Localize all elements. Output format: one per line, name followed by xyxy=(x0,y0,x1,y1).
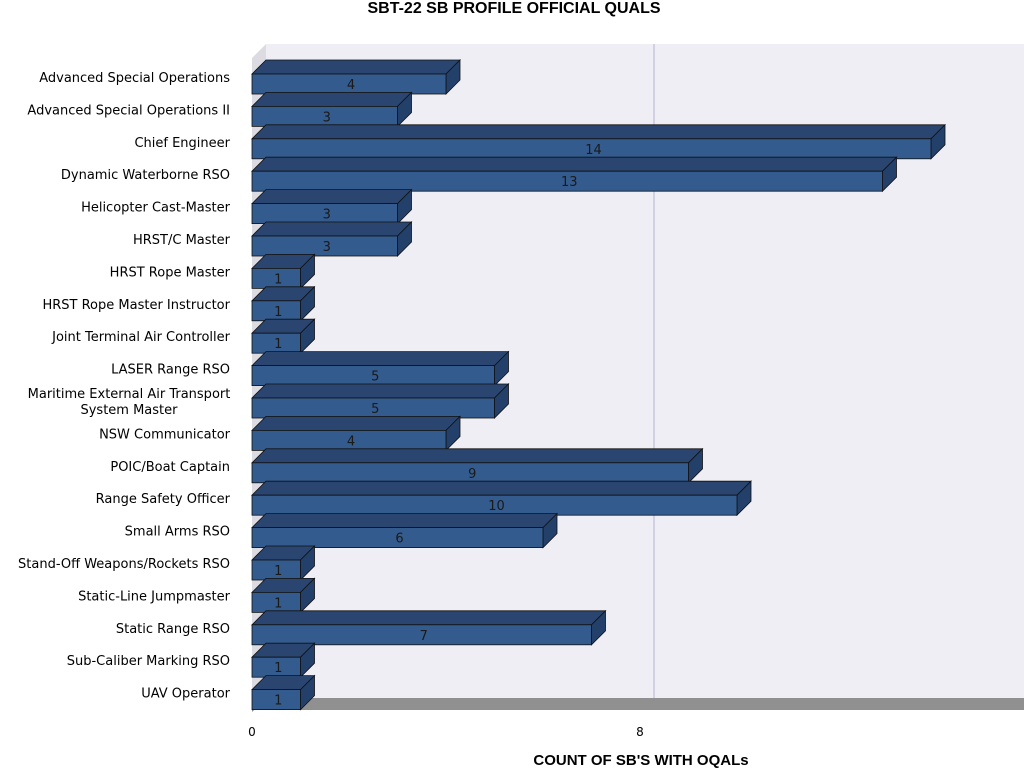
bar: 5 xyxy=(251,383,510,419)
bar: 3 xyxy=(251,188,413,225)
category-label: Maritime External Air Transport System Ma… xyxy=(28,387,231,418)
bar: 1 xyxy=(251,545,316,581)
category-label: POIC/Boat Captain xyxy=(110,460,230,475)
bar-value-label: 1 xyxy=(274,596,282,611)
bar: 14 xyxy=(251,123,946,160)
category-label: Small Arms RSO xyxy=(125,525,230,540)
bar: 10 xyxy=(251,480,752,517)
category-label: Range Safety Officer xyxy=(96,492,231,507)
bar-value-label: 6 xyxy=(395,532,403,547)
category-label: Static Range RSO xyxy=(116,622,230,637)
bar-value-label: 5 xyxy=(371,402,379,417)
bar: 5 xyxy=(251,350,510,387)
category-label: Helicopter Cast-Master xyxy=(81,201,231,216)
x-tick-label: 8 xyxy=(636,725,644,739)
bar-value-label: 1 xyxy=(274,337,282,352)
category-labels: Advanced Special Operations Advanced Spec… xyxy=(18,71,231,702)
category-label: HRST Rope Master xyxy=(110,265,231,280)
category-label: Advanced Special Operations II xyxy=(27,103,230,118)
category-label: Static-Line Jumpmaster xyxy=(78,589,231,604)
bar: 7 xyxy=(251,609,607,646)
bar: 9 xyxy=(251,447,704,484)
bar: 4 xyxy=(251,415,461,452)
category-label: Joint Terminal Air Controller xyxy=(51,330,231,345)
bar: 13 xyxy=(251,156,898,193)
bar-value-label: 1 xyxy=(274,305,282,320)
bar-value-label: 3 xyxy=(323,110,331,125)
bar-value-label: 10 xyxy=(488,499,505,514)
bar-value-label: 1 xyxy=(274,272,282,287)
category-label: Stand-Off Weapons/Rockets RSO xyxy=(18,557,230,572)
bar-value-label: 4 xyxy=(347,78,355,93)
x-axis-title: COUNT OF SB'S WITH OQALs xyxy=(533,752,748,768)
bar: 3 xyxy=(251,221,413,257)
chart-title: SBT-22 SB PROFILE OFFICIAL QUALS xyxy=(367,0,661,17)
bar: 1 xyxy=(251,318,316,355)
x-tick-label: 0 xyxy=(248,725,256,739)
bar-value-label: 14 xyxy=(585,143,602,158)
bar: 1 xyxy=(251,642,316,679)
bar-value-label: 9 xyxy=(468,467,476,482)
bar-series: 4 3 14 13 3 3 1 1 1 5 5 4 9 10 6 1 1 7 1 1 xyxy=(251,59,946,711)
bar: 1 xyxy=(251,674,316,711)
bar: 1 xyxy=(251,285,316,322)
bar-value-label: 3 xyxy=(323,208,331,223)
category-label: UAV Operator xyxy=(141,687,230,702)
bar-value-label: 4 xyxy=(347,434,355,449)
category-label: HRST Rope Master Instructor xyxy=(42,298,230,313)
category-label: Advanced Special Operations xyxy=(39,71,230,86)
category-label: LASER Range RSO xyxy=(111,363,230,378)
bar: 1 xyxy=(251,577,316,614)
category-label: HRST/C Master xyxy=(133,233,231,248)
category-label: NSW Communicator xyxy=(99,427,231,442)
bar-value-label: 13 xyxy=(561,175,578,190)
bar: 4 xyxy=(251,59,461,95)
category-label: Chief Engineer xyxy=(134,136,230,151)
bar-value-label: 5 xyxy=(371,370,379,385)
category-label: Dynamic Waterborne RSO xyxy=(61,168,230,183)
category-label: Sub-Caliber Marking RSO xyxy=(67,654,230,669)
bar-value-label: 3 xyxy=(323,240,331,255)
bar-value-label: 7 xyxy=(420,629,428,644)
bar: 1 xyxy=(251,253,316,290)
bar-value-label: 1 xyxy=(274,564,282,579)
bar-value-label: 1 xyxy=(274,661,282,676)
bar: 6 xyxy=(251,512,558,549)
bar: 3 xyxy=(251,91,413,128)
bar-value-label: 1 xyxy=(274,694,282,709)
